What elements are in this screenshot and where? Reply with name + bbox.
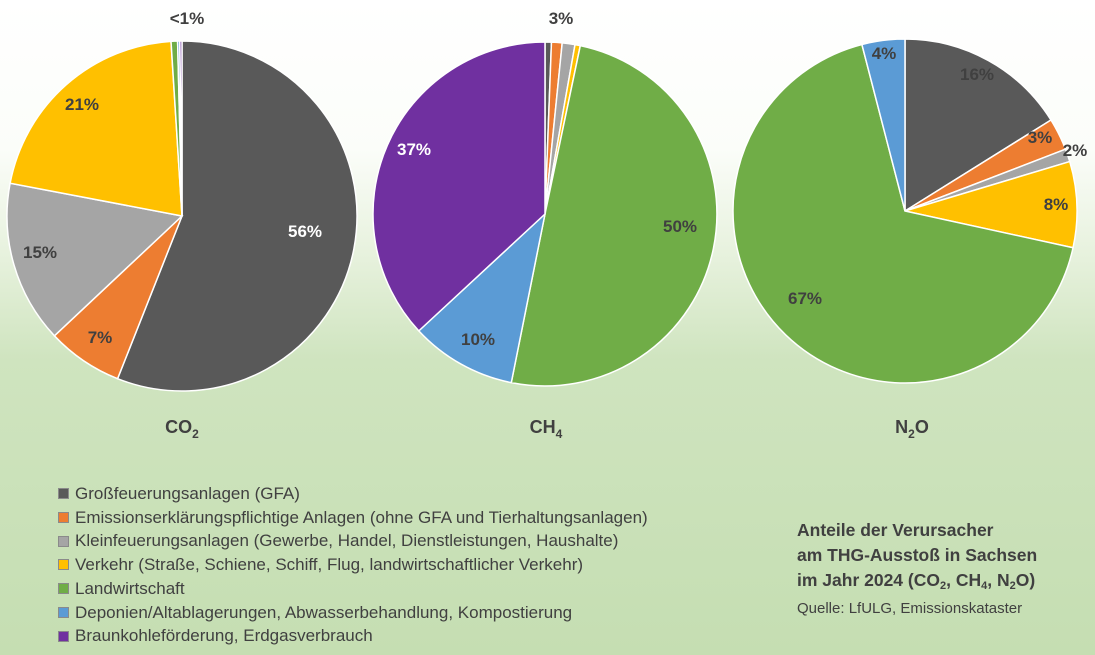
data-label: 2% — [1063, 141, 1088, 160]
legend-label: Deponien/Altablagerungen, Abwasserbehand… — [75, 602, 573, 622]
legend-swatch — [58, 535, 69, 547]
data-label: 7% — [88, 328, 113, 347]
data-label: 3% — [1028, 128, 1053, 147]
legend-swatch — [58, 512, 69, 524]
data-label: 50% — [663, 217, 697, 236]
legend-item-kleinfeuerung: Kleinfeuerungsanlagen (Gewerbe, Handel, … — [58, 529, 648, 553]
pie-slice-0 — [904, 38, 1053, 213]
chart-info: Anteile der Verursacher am THG-Ausstoß i… — [797, 518, 1037, 619]
data-label: 8% — [1044, 195, 1069, 214]
pie-title-ch4: CH4 — [530, 417, 563, 441]
data-label: 15% — [23, 243, 57, 262]
legend: Großfeuerungsanlagen (GFA) Emissionserkl… — [58, 482, 648, 648]
legend-item-gfa: Großfeuerungsanlagen (GFA) — [58, 482, 648, 506]
legend-swatch — [58, 606, 69, 618]
data-label: 67% — [788, 289, 822, 308]
pie-slice-2 — [6, 182, 184, 337]
legend-item-landwirtschaft: Landwirtschaft — [58, 577, 648, 601]
pie-slice-4 — [510, 44, 718, 387]
data-label: 37% — [397, 140, 431, 159]
legend-item-verkehr: Verkehr (Straße, Schiene, Schiff, Flug, … — [58, 553, 648, 577]
pie-chart-ch4: 3% 50% 10% 37% — [372, 9, 718, 387]
legend-swatch — [58, 488, 69, 500]
legend-item-deponien: Deponien/Altablagerungen, Abwasserbehand… — [58, 601, 648, 625]
pie-chart-co2: 56% 7% 15% 21% <1% — [6, 9, 358, 392]
pie-slice-6 — [372, 41, 546, 332]
pie-chart-n2o: 16% 3% 2% 8% 67% 4% — [732, 38, 1088, 384]
pie-slice-0 — [116, 40, 358, 392]
data-label: 21% — [65, 95, 99, 114]
info-line-3: im Jahr 2024 (CO2, CH4, N2O) — [797, 570, 1036, 592]
data-label: 16% — [960, 65, 994, 84]
pie-charts: 56% 7% 15% 21% <1% 3% 50% 10% 37% 16% 3% 2% 8% 67% 4… — [6, 9, 1088, 441]
info-line-2: am THG-Ausstoß in Sachsen — [797, 545, 1038, 565]
legend-swatch — [58, 630, 69, 642]
legend-item-braunkohle: Braunkohleförderung, Erdgasverbrauch — [58, 624, 648, 648]
pie-slice-6 — [179, 40, 183, 217]
legend-swatch — [58, 583, 69, 595]
info-line-1: Anteile der Verursacher — [797, 520, 994, 540]
pie-slice-5 — [860, 38, 906, 212]
pie-title-co2: CO2 — [165, 417, 199, 441]
legend-label: Verkehr (Straße, Schiene, Schiff, Flug, … — [75, 555, 584, 575]
pie-slice-4 — [732, 43, 1074, 384]
legend-swatch — [58, 559, 69, 571]
data-label: 56% — [288, 222, 322, 241]
legend-label: Emissionserklärungspflichtige Anlagen (o… — [75, 507, 648, 527]
legend-label: Kleinfeuerungsanlagen (Gewerbe, Handel, … — [75, 531, 619, 551]
legend-item-emissionserklaerung: Emissionserklärungspflichtige Anlagen (o… — [58, 506, 648, 530]
pie-slice-3 — [9, 40, 183, 217]
pie-title-n2o: N2O — [895, 417, 929, 441]
data-label: 3% — [549, 9, 574, 28]
legend-label: Großfeuerungsanlagen (GFA) — [75, 484, 300, 503]
data-label: 10% — [461, 330, 495, 349]
data-label: 4% — [872, 44, 897, 63]
info-source: Quelle: LfULG, Emissionskataster — [797, 600, 1023, 617]
pie-slice-5 — [417, 211, 547, 384]
data-label: <1% — [170, 9, 205, 28]
legend-label: Landwirtschaft — [75, 578, 185, 598]
legend-label: Braunkohleförderung, Erdgasverbrauch — [75, 626, 373, 646]
